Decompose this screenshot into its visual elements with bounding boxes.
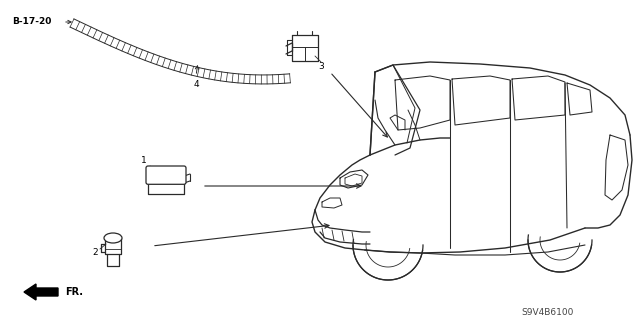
Text: 1: 1 bbox=[141, 156, 147, 165]
FancyBboxPatch shape bbox=[146, 166, 186, 184]
Ellipse shape bbox=[104, 233, 122, 243]
Text: 4: 4 bbox=[193, 80, 199, 89]
Text: B-17-20: B-17-20 bbox=[12, 17, 51, 26]
Text: S9V4B6100: S9V4B6100 bbox=[522, 308, 574, 317]
Text: 3: 3 bbox=[318, 62, 324, 71]
FancyArrow shape bbox=[24, 284, 58, 300]
Text: 2: 2 bbox=[92, 248, 98, 257]
Text: FR.: FR. bbox=[65, 287, 83, 297]
